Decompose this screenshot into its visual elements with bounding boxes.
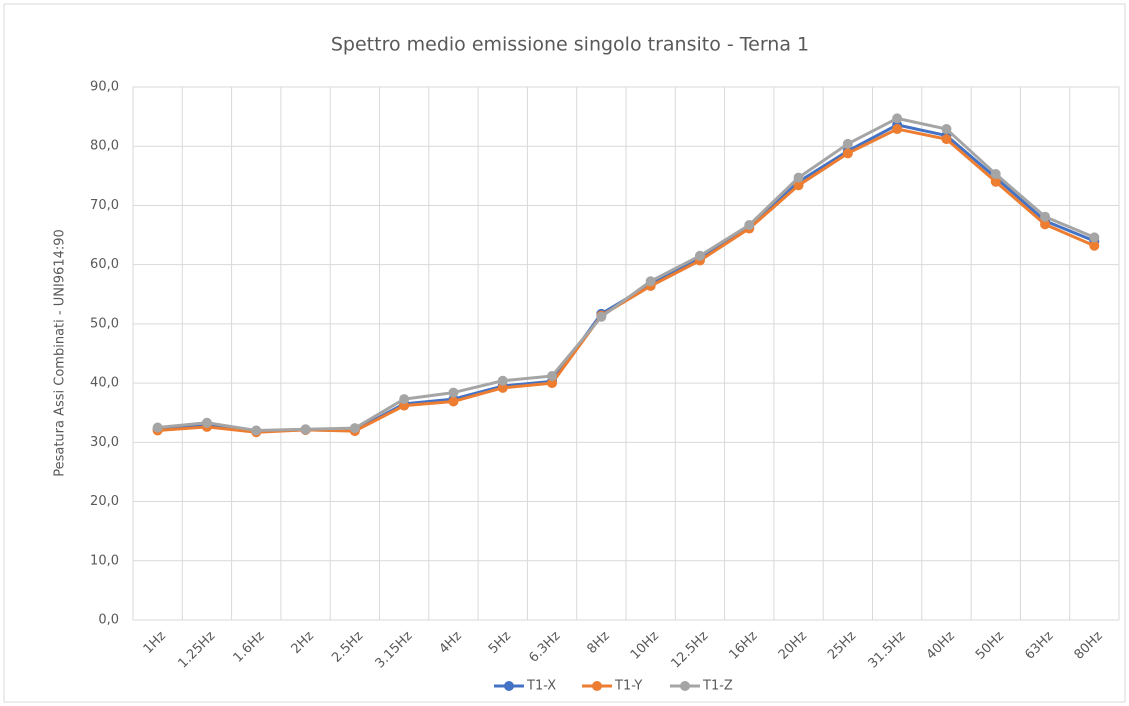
data-point	[990, 176, 1001, 187]
y-tick-label: 80,0	[90, 139, 119, 154]
legend-label: T1-X	[526, 679, 556, 694]
data-point	[448, 396, 459, 407]
data-point	[694, 250, 705, 261]
y-tick-label: 60,0	[90, 257, 119, 272]
data-point	[1040, 219, 1051, 230]
data-point	[152, 422, 163, 433]
data-point	[547, 378, 558, 389]
legend-label: T1-Z	[702, 679, 733, 694]
data-point	[201, 417, 212, 428]
y-tick-label: 20,0	[90, 494, 119, 509]
series-line	[157, 116, 1095, 432]
y-tick-label: 30,0	[90, 435, 119, 450]
legend-label: T1-Y	[614, 679, 642, 694]
data-point	[1089, 232, 1100, 243]
data-point	[892, 124, 903, 135]
y-tick-label: 90,0	[90, 80, 119, 95]
data-point	[744, 219, 755, 230]
data-point	[251, 425, 262, 436]
data-point	[842, 148, 853, 159]
data-point	[1089, 240, 1100, 251]
y-tick-label: 70,0	[90, 198, 119, 213]
data-point	[645, 276, 656, 287]
data-point	[793, 180, 804, 191]
chart-frame	[3, 3, 1126, 703]
data-point	[399, 394, 410, 405]
data-point	[1040, 211, 1051, 222]
data-point	[990, 169, 1001, 180]
y-tick-label: 0,0	[98, 613, 119, 628]
legend-marker	[504, 681, 514, 691]
y-tick-label: 40,0	[90, 376, 119, 391]
data-point	[941, 124, 952, 135]
data-point	[349, 423, 360, 434]
y-tick-label: 50,0	[90, 316, 119, 331]
data-point	[497, 382, 508, 393]
data-point	[448, 387, 459, 398]
legend-marker	[592, 681, 602, 691]
y-axis-label: Pesatura Assi Combinati - UNI9614:90	[53, 229, 68, 477]
data-point	[941, 134, 952, 145]
legend-marker	[680, 681, 690, 691]
data-point	[497, 375, 508, 386]
data-point	[547, 371, 558, 382]
data-point	[892, 113, 903, 124]
chart-title: Spettro medio emissione singolo transito…	[331, 34, 809, 56]
data-point	[300, 424, 311, 435]
data-point	[596, 311, 607, 322]
data-point	[793, 172, 804, 183]
y-tick-label: 10,0	[90, 553, 119, 568]
data-point	[842, 138, 853, 149]
